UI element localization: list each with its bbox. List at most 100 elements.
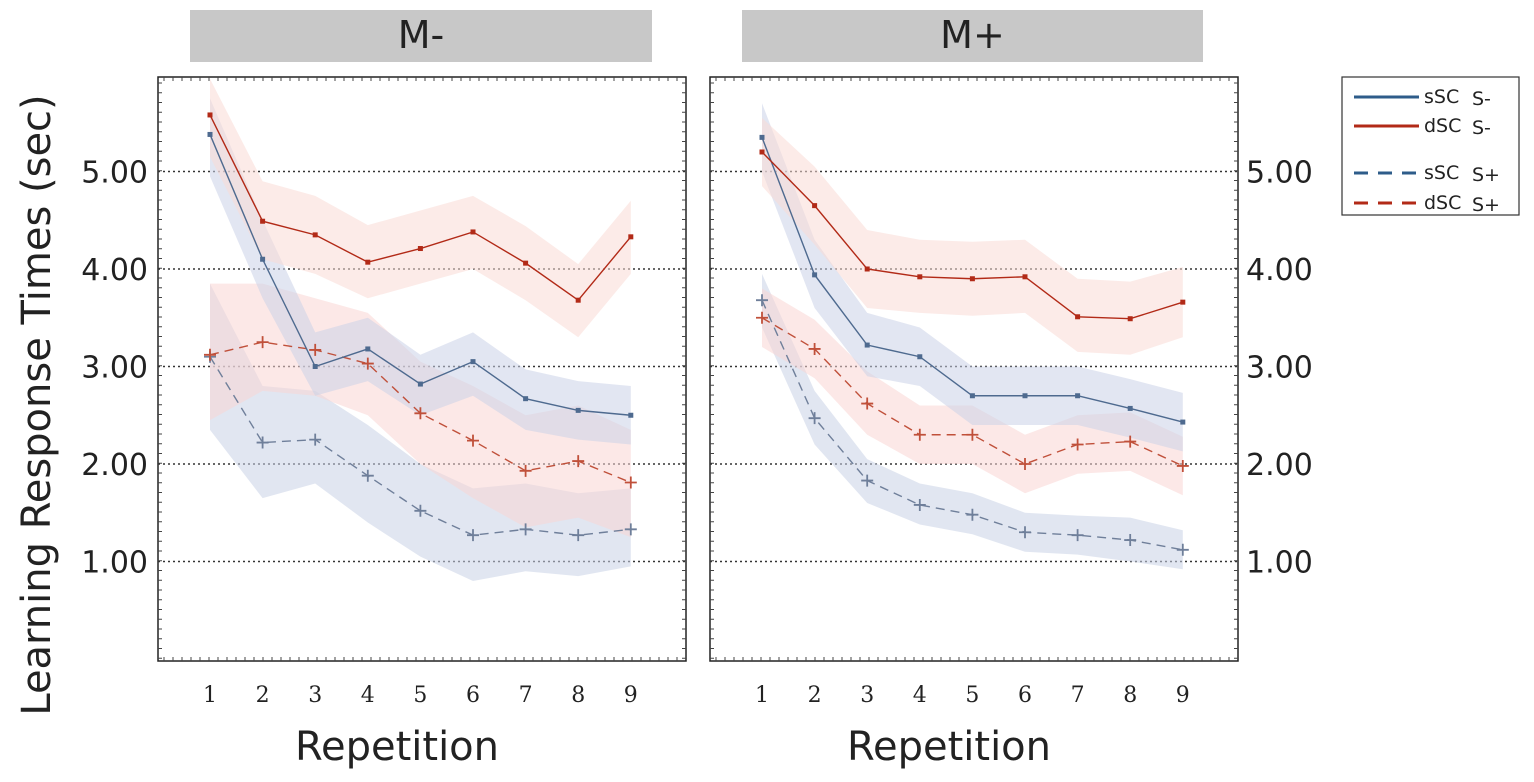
legend: sSC S-dSC S-sSC S+ dSC S+ (1341, 76, 1520, 216)
data-point (1180, 419, 1186, 425)
data-point (309, 433, 322, 446)
data-point (1124, 534, 1137, 547)
data-point (256, 436, 269, 449)
data-point (207, 112, 213, 118)
x-tick-label: 4 (361, 683, 375, 708)
data-point (861, 397, 874, 410)
data-point (913, 498, 926, 511)
x-axis-title: Repetition (847, 724, 1051, 770)
data-point (864, 342, 870, 348)
x-tick-label: 3 (860, 683, 874, 708)
panel-m-plus: M+ 1 2 3 4 5 6 7 8 9 Repetition (709, 10, 1239, 770)
x-tick-label: 9 (1176, 683, 1190, 708)
confidence-band (762, 117, 1183, 355)
data-point (969, 393, 975, 399)
data-point (1071, 438, 1084, 451)
x-tick-label: 9 (624, 683, 638, 708)
confidence-band (762, 273, 1183, 570)
legend-condition: S+ (1472, 194, 1500, 216)
data-point (808, 342, 821, 355)
legend-label: sSC (1424, 86, 1459, 108)
data-point (365, 346, 371, 352)
x-tick-label: 1 (755, 683, 769, 708)
y-axis-title: Learning Response Times (sec) (14, 94, 60, 715)
y-tick-label-left: 4.00 (81, 253, 148, 288)
data-point (1022, 274, 1028, 280)
data-point (864, 266, 870, 272)
data-point (808, 412, 821, 425)
x-tick-label: 6 (466, 683, 480, 708)
data-point (519, 464, 532, 477)
x-tick-label: 7 (519, 683, 533, 708)
data-point (861, 474, 874, 487)
data-point (624, 476, 637, 489)
series-line (209, 356, 631, 536)
panel-title-bar (742, 10, 1203, 62)
x-tick-label: 6 (1018, 683, 1032, 708)
data-point (917, 354, 923, 360)
y-tick-label-right: 4.00 (1246, 253, 1313, 288)
legend-condition: S+ (1472, 164, 1500, 186)
x-tick-label: 2 (256, 683, 270, 708)
data-point (256, 336, 269, 349)
data-point (572, 455, 585, 468)
data-point (1071, 529, 1084, 542)
data-point (519, 523, 532, 536)
y-tick-label-right: 5.00 (1246, 156, 1313, 191)
x-tick-label: 5 (965, 683, 979, 708)
data-point (312, 364, 318, 369)
legend-condition: S- (1472, 88, 1491, 110)
data-point (1022, 393, 1028, 399)
data-point (260, 256, 266, 262)
x-tick-label: 4 (913, 683, 927, 708)
data-point (467, 434, 479, 447)
data-point (913, 428, 926, 441)
x-tick-label: 5 (413, 683, 427, 708)
data-point (1075, 314, 1081, 320)
data-point (572, 529, 585, 542)
data-point (417, 246, 423, 252)
data-point (1176, 543, 1189, 556)
x-tick-label: 8 (571, 683, 585, 708)
data-point (759, 134, 765, 140)
legend-label: dSC (1424, 192, 1461, 214)
data-point (756, 294, 768, 307)
data-point (309, 343, 322, 356)
data-point (361, 357, 374, 370)
data-point (969, 276, 975, 282)
legend-box (1341, 76, 1520, 216)
x-tick-label: 7 (1071, 683, 1085, 708)
confidence-band (210, 78, 631, 338)
data-point (1019, 526, 1031, 539)
data-point (414, 407, 427, 420)
y-tick-label-right: 3.00 (1246, 351, 1313, 386)
data-point (628, 234, 634, 240)
data-point (1176, 459, 1189, 472)
data-point (624, 523, 637, 536)
data-point (1127, 405, 1133, 411)
data-point (1127, 316, 1133, 322)
x-tick-label: 2 (808, 683, 822, 708)
data-point (467, 529, 479, 542)
data-point (575, 407, 581, 413)
data-point (1124, 435, 1137, 448)
y-tick-label-left: 3.00 (81, 351, 148, 386)
x-tick-label: 8 (1123, 683, 1137, 708)
data-point (966, 428, 979, 441)
data-point (523, 396, 529, 402)
data-point (417, 381, 423, 387)
data-point (575, 297, 581, 303)
y-tick-label-left: 1.00 (81, 546, 148, 581)
data-point (204, 348, 216, 361)
data-point (759, 149, 765, 155)
data-point (628, 412, 634, 418)
data-point (812, 203, 818, 209)
confidence-band (762, 103, 1183, 452)
y-tick-label-right: 1.00 (1246, 546, 1313, 581)
y-tick-label-left: 2.00 (81, 448, 148, 483)
data-point (470, 359, 476, 365)
legend-condition: S- (1472, 117, 1491, 139)
legend-label: dSC (1424, 115, 1461, 137)
data-point (917, 274, 923, 280)
